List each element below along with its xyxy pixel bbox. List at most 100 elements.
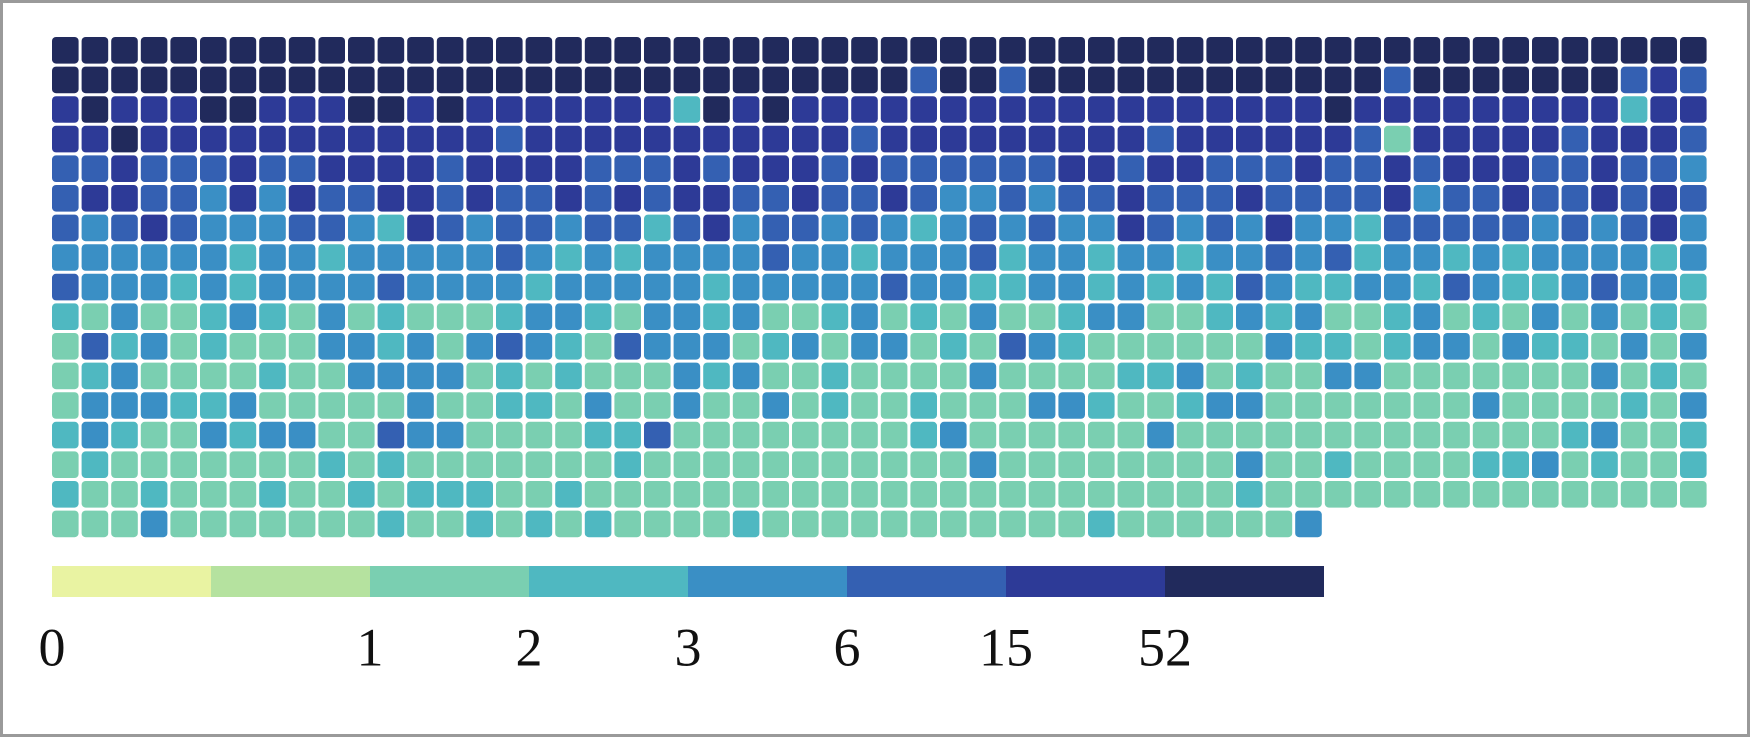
- cell: [229, 451, 257, 478]
- cell: [1680, 303, 1707, 330]
- cell: [969, 481, 997, 508]
- cell: [969, 244, 997, 271]
- cell: [821, 273, 849, 301]
- legend-swatch: [1006, 566, 1165, 597]
- cell: [1472, 66, 1500, 94]
- cell: [969, 96, 997, 123]
- cell: [1206, 333, 1233, 360]
- cell: [52, 362, 79, 390]
- cell: [496, 185, 523, 212]
- cell: [288, 244, 316, 271]
- cell: [762, 510, 789, 538]
- cell: [200, 392, 227, 419]
- cell: [1591, 214, 1618, 242]
- cell: [851, 481, 878, 508]
- cell: [348, 510, 375, 538]
- cell: [1147, 125, 1174, 153]
- cell: [496, 451, 523, 478]
- cell: [1532, 421, 1559, 449]
- cell: [1324, 362, 1352, 390]
- cell: [673, 185, 701, 212]
- cell: [1561, 66, 1589, 94]
- cell: [525, 96, 553, 123]
- cell: [1117, 66, 1145, 94]
- cell: [170, 392, 197, 419]
- cell: [880, 66, 908, 94]
- cell: [1413, 214, 1441, 242]
- cell: [1236, 273, 1263, 301]
- cell: [525, 125, 553, 153]
- cell: [1384, 392, 1411, 419]
- cell: [1532, 37, 1559, 64]
- cell: [259, 362, 286, 390]
- cell: [170, 362, 197, 390]
- legend-tick-label: 2: [516, 617, 543, 677]
- cell: [111, 421, 138, 449]
- cell: [1088, 392, 1115, 419]
- cell: [1532, 273, 1559, 301]
- cell: [229, 37, 257, 64]
- cell: [1680, 66, 1707, 94]
- cell: [466, 66, 493, 94]
- cell: [910, 185, 937, 212]
- cell: [703, 392, 730, 419]
- cell: [584, 66, 612, 94]
- cell: [288, 510, 316, 538]
- cell: [851, 96, 878, 123]
- cell: [1532, 333, 1559, 360]
- cell: [1117, 421, 1145, 449]
- cell: [910, 481, 937, 508]
- cell: [1620, 214, 1648, 242]
- cell: [555, 214, 582, 242]
- cell: [644, 125, 671, 153]
- cell: [1265, 481, 1293, 508]
- cell: [851, 451, 878, 478]
- cell: [1502, 96, 1529, 123]
- cell: [1265, 392, 1293, 419]
- cell: [732, 66, 760, 94]
- cell: [792, 96, 819, 123]
- cell: [1088, 333, 1115, 360]
- cell: [81, 185, 109, 212]
- cell: [821, 510, 849, 538]
- cell: [1117, 362, 1145, 390]
- cell: [1058, 362, 1085, 390]
- cell: [111, 510, 138, 538]
- cell: [1680, 96, 1707, 123]
- cell: [52, 333, 79, 360]
- cell: [1413, 273, 1441, 301]
- cell: [762, 421, 789, 449]
- cell: [407, 125, 434, 153]
- cell: [1591, 125, 1618, 153]
- cell: [1058, 155, 1085, 182]
- cell: [1295, 214, 1322, 242]
- legend-tick-label: 15: [979, 617, 1033, 677]
- cell: [1088, 37, 1115, 64]
- cell: [1354, 37, 1381, 64]
- cell: [288, 392, 316, 419]
- cell: [1502, 273, 1529, 301]
- cell: [377, 392, 405, 419]
- cell: [1680, 421, 1707, 449]
- cell: [732, 125, 760, 153]
- cell: [969, 214, 997, 242]
- cell: [644, 185, 671, 212]
- cell: [910, 244, 937, 271]
- cell: [703, 185, 730, 212]
- cell: [614, 244, 641, 271]
- cell: [1443, 392, 1470, 419]
- cell: [1206, 37, 1233, 64]
- cell: [732, 333, 760, 360]
- cell: [111, 66, 138, 94]
- cell: [1147, 37, 1174, 64]
- cell: [1028, 273, 1056, 301]
- cell: [1028, 96, 1056, 123]
- cell: [52, 185, 79, 212]
- cell: [1058, 510, 1085, 538]
- cell: [644, 37, 671, 64]
- cell: [229, 96, 257, 123]
- cell: [1324, 125, 1352, 153]
- cell: [436, 421, 464, 449]
- cell: [969, 303, 997, 330]
- cell: [940, 392, 967, 419]
